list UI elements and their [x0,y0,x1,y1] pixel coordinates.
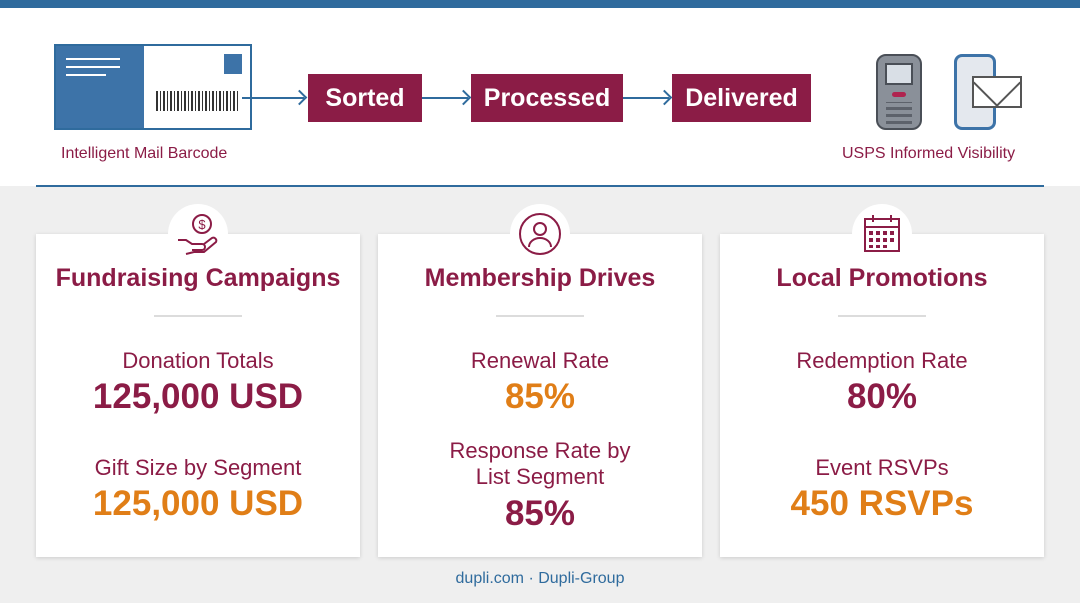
metric-value: 85% [504,494,576,533]
metric-label: Renewal Rate [470,348,610,373]
scanner-screen [885,63,913,85]
card-rule [496,315,584,317]
arrow-icon [623,97,669,99]
envelope-line [66,58,120,60]
top-stripe [0,0,1080,8]
barcode-icon [156,91,240,111]
metric-label: Event RSVPs [815,455,949,480]
card-title: Fundraising Campaigns [55,264,341,292]
stage-sorted: Sorted [308,74,422,122]
section-divider [36,185,1044,187]
barcode-caption: Intelligent Mail Barcode [61,145,228,162]
stage-processed: Processed [471,74,623,122]
metric-label: Response Rate by List Segment [449,438,631,489]
envelope-address-panel [56,46,144,128]
envelope-line [66,74,106,76]
hand-dollar-icon: $ [168,204,228,264]
card-rule [838,315,926,317]
metric-value: 450 RSVPs [790,484,974,523]
person-icon [510,204,570,264]
metric-value: 80% [846,377,918,416]
mail-envelope-icon [54,44,252,130]
stamp-icon [224,54,242,74]
calendar-icon [852,204,912,264]
handheld-scanner-icon [876,54,922,130]
card-fundraising: Fundraising Campaigns Donation Totals 12… [36,234,360,557]
visibility-caption: USPS Informed Visibility [842,145,1016,162]
envelope-icon [972,76,1022,108]
metric-value: 85% [504,377,576,416]
metric-label: Gift Size by Segment [94,455,302,480]
arrow-icon [422,97,468,99]
footer-credit: dupli.com · Dupli-Group [455,570,625,587]
card-membership: Membership Drives Renewal Rate 85% Respo… [378,234,702,557]
stage-delivered: Delivered [672,74,811,122]
card-title: Local Promotions [776,264,988,292]
metric-value: 125,000 USD [92,484,304,523]
metric-label: Redemption Rate [796,348,968,373]
svg-text:$: $ [198,217,206,232]
metric-label: Donation Totals [122,348,274,373]
card-local-promotions: Local Promotions Redemption Rate 80% Eve… [720,234,1044,557]
card-title: Membership Drives [424,264,656,292]
card-rule [154,315,242,317]
arrow-icon [242,97,304,99]
scanner-button [892,92,906,97]
scanner-keypad [886,102,912,124]
envelope-line [66,66,120,68]
metric-value: 125,000 USD [92,377,304,416]
